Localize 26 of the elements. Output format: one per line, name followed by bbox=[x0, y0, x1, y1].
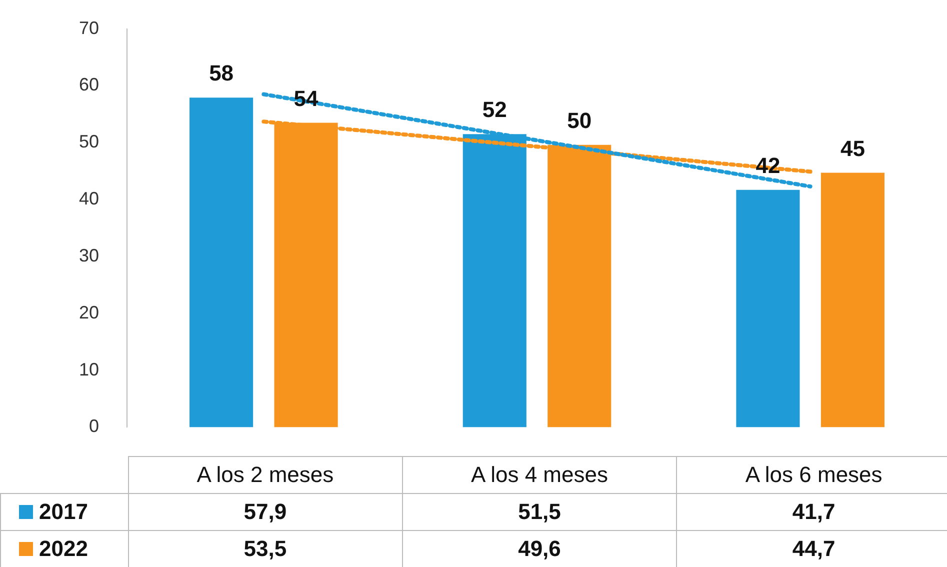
annotation: 45 bbox=[840, 136, 865, 161]
y-tick-label: 30 bbox=[78, 245, 99, 266]
bar bbox=[190, 98, 254, 428]
data-label: 49,6 bbox=[402, 530, 677, 567]
y-tick-label: 40 bbox=[78, 188, 99, 209]
y-tick-label: 70 bbox=[78, 18, 99, 38]
x-tick-label: A los 2 meses bbox=[128, 456, 402, 494]
y-tick-label: 10 bbox=[78, 359, 99, 380]
legend-label: 2022 bbox=[0, 530, 128, 567]
data-label: 44,7 bbox=[676, 530, 947, 567]
data-label: 57,9 bbox=[128, 494, 402, 530]
bar bbox=[820, 172, 884, 428]
legend-label: 2017 bbox=[0, 494, 128, 530]
data-label: 51,5 bbox=[402, 494, 677, 530]
x-tick-label: A los 6 meses bbox=[676, 456, 947, 494]
y-tick-label: 60 bbox=[78, 74, 99, 95]
x-tick-label: A los 4 meses bbox=[402, 456, 677, 494]
y-tick-label: 50 bbox=[78, 132, 99, 152]
data-label: 53,5 bbox=[128, 530, 402, 567]
y-tick-label: 0 bbox=[88, 416, 99, 436]
annotation: 50 bbox=[567, 108, 592, 133]
y-tick-label: 20 bbox=[78, 302, 99, 322]
data-label: 41,7 bbox=[676, 494, 947, 530]
annotation: 58 bbox=[209, 60, 234, 86]
annotation: 52 bbox=[482, 97, 507, 122]
bar bbox=[736, 190, 800, 428]
